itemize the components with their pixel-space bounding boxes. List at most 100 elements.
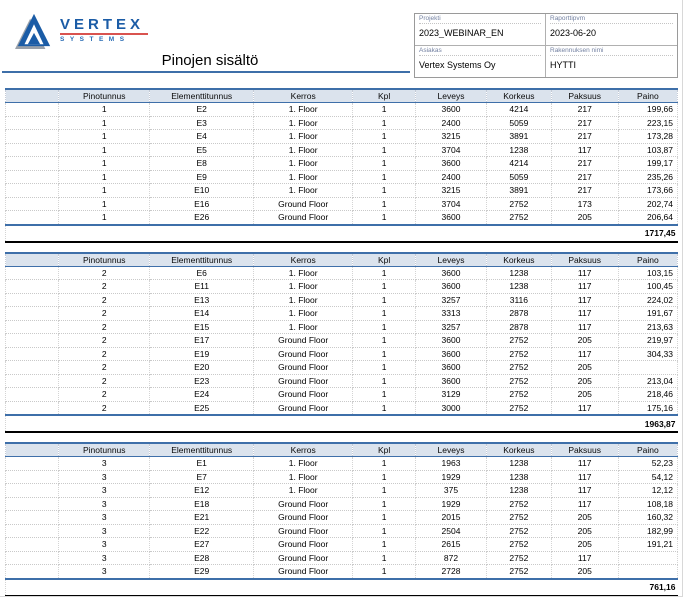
- cell-blank: [4, 183, 60, 198]
- cell-korkeus: 3116: [486, 293, 552, 307]
- cell-leveys: 3600: [415, 374, 488, 388]
- cell-paino: 218,46: [618, 387, 679, 402]
- column-header-kpl: Kpl: [352, 251, 416, 267]
- cell-pinotunnus: 1: [58, 156, 151, 171]
- cell-paksuus: 173: [551, 197, 619, 211]
- cell-korkeus: 1238: [486, 470, 552, 484]
- cell-elementtitunnus: E25: [149, 401, 254, 416]
- cell-kpl: 1: [352, 456, 416, 471]
- cell-elementtitunnus: E24: [149, 387, 254, 402]
- stack-total-value: 1717,45: [5, 224, 678, 243]
- cell-kpl: 1: [352, 374, 416, 388]
- cell-elementtitunnus: E18: [149, 497, 254, 511]
- project-label: Projekti: [419, 15, 541, 24]
- cell-leveys: 1929: [415, 497, 488, 511]
- table-row: 2 E6 1. Floor 1 3600 1238 117 103,15: [4, 266, 679, 280]
- column-header-row: Pinotunnus Elementtitunnus Kerros Kpl Leveys…: [4, 88, 679, 103]
- column-header-paksuus: Paksuus: [551, 251, 619, 267]
- cell-kerros: Ground Floor: [253, 360, 354, 375]
- cell-kpl: 1: [352, 306, 416, 321]
- cell-paksuus: 217: [551, 102, 619, 117]
- cell-elementtitunnus: E4: [149, 129, 254, 144]
- cell-kerros: Ground Floor: [253, 374, 354, 388]
- table-row: 2 E19 Ground Floor 1 3600 2752 117 304,33: [4, 347, 679, 361]
- column-header-korkeus: Korkeus: [486, 442, 552, 457]
- cell-paino: [618, 564, 679, 580]
- customer-field: Asiakas Vertex Systems Oy: [415, 45, 546, 77]
- cell-kpl: 1: [352, 143, 416, 157]
- table-row: 1 E5 1. Floor 1 3704 1238 117 103,87: [4, 143, 679, 157]
- cell-blank: [4, 551, 60, 565]
- cell-kpl: 1: [352, 537, 416, 552]
- cell-kerros: Ground Floor: [253, 347, 354, 361]
- cell-korkeus: 2752: [486, 347, 552, 361]
- cell-paksuus: 117: [551, 497, 619, 511]
- column-header-blank: [4, 251, 60, 267]
- cell-paksuus: 205: [551, 333, 619, 348]
- cell-leveys: 1963: [415, 456, 488, 471]
- vertex-logo-text: VERTEX SYSTEMS: [60, 17, 148, 43]
- cell-paksuus: 117: [551, 293, 619, 307]
- cell-kpl: 1: [352, 524, 416, 538]
- cell-kerros: Ground Floor: [253, 551, 354, 565]
- cell-elementtitunnus: E10: [149, 183, 254, 198]
- cell-blank: [4, 197, 60, 211]
- cell-pinotunnus: 1: [58, 210, 151, 226]
- cell-blank: [4, 360, 60, 375]
- cell-kpl: 1: [352, 320, 416, 334]
- cell-paksuus: 205: [551, 360, 619, 375]
- cell-leveys: 872: [415, 551, 488, 565]
- cell-paksuus: 117: [551, 470, 619, 484]
- cell-kpl: 1: [352, 293, 416, 307]
- cell-paino: 108,18: [618, 497, 679, 511]
- building-name-value: HYTTI: [550, 59, 576, 70]
- report-date-field: Raporttipvm 2023-06-20: [546, 14, 677, 46]
- cell-paino: [618, 360, 679, 375]
- cell-pinotunnus: 1: [58, 143, 151, 157]
- cell-pinotunnus: 2: [58, 320, 151, 334]
- cell-korkeus: 3891: [486, 183, 552, 198]
- cell-pinotunnus: 3: [58, 470, 151, 484]
- table-row: 3 E12 1. Floor 1 375 1238 117 12,12: [4, 483, 679, 498]
- cell-paino: 224,02: [618, 293, 679, 307]
- cell-leveys: 3000: [415, 401, 488, 416]
- cell-paino: 103,15: [618, 266, 679, 280]
- cell-paksuus: 217: [551, 116, 619, 130]
- cell-elementtitunnus: E28: [149, 551, 254, 565]
- stack-table-1: Pinotunnus Elementtitunnus Kerros Kpl Leveys…: [4, 88, 679, 243]
- cell-korkeus: 5059: [486, 116, 552, 130]
- column-header-pinotunnus: Pinotunnus: [58, 251, 151, 267]
- cell-korkeus: 2752: [486, 333, 552, 348]
- cell-elementtitunnus: E2: [149, 102, 254, 117]
- cell-blank: [4, 456, 60, 471]
- cell-elementtitunnus: E14: [149, 306, 254, 321]
- cell-paino: 223,15: [618, 116, 679, 130]
- table-row: 2 E24 Ground Floor 1 3129 2752 205 218,46: [4, 387, 679, 402]
- cell-paksuus: 217: [551, 183, 619, 198]
- cell-leveys: 3129: [415, 387, 488, 402]
- cell-elementtitunnus: E20: [149, 360, 254, 375]
- cell-kpl: 1: [352, 510, 416, 525]
- cell-elementtitunnus: E19: [149, 347, 254, 361]
- table-row: 2 E23 Ground Floor 1 3600 2752 205 213,04: [4, 374, 679, 388]
- logo-brand: VERTEX: [60, 16, 145, 33]
- cell-kpl: 1: [352, 170, 416, 184]
- cell-korkeus: 2878: [486, 320, 552, 334]
- cell-paksuus: 205: [551, 564, 619, 580]
- cell-blank: [4, 483, 60, 498]
- cell-leveys: 3600: [415, 347, 488, 361]
- cell-korkeus: 2752: [486, 510, 552, 525]
- cell-blank: [4, 293, 60, 307]
- cell-elementtitunnus: E12: [149, 483, 254, 498]
- table-row: 1 E10 1. Floor 1 3215 3891 217 173,66: [4, 183, 679, 198]
- cell-paksuus: 117: [551, 483, 619, 498]
- cell-korkeus: 2752: [486, 401, 552, 416]
- cell-kerros: 1. Floor: [253, 483, 354, 498]
- cell-korkeus: 1238: [486, 456, 552, 471]
- cell-kpl: 1: [352, 266, 416, 280]
- project-value: 2023_WEBINAR_EN: [419, 28, 504, 38]
- cell-elementtitunnus: E26: [149, 210, 254, 226]
- cell-paksuus: 117: [551, 306, 619, 321]
- stack-total-value: 1963,87: [5, 415, 678, 433]
- cell-kerros: 1. Floor: [253, 170, 354, 184]
